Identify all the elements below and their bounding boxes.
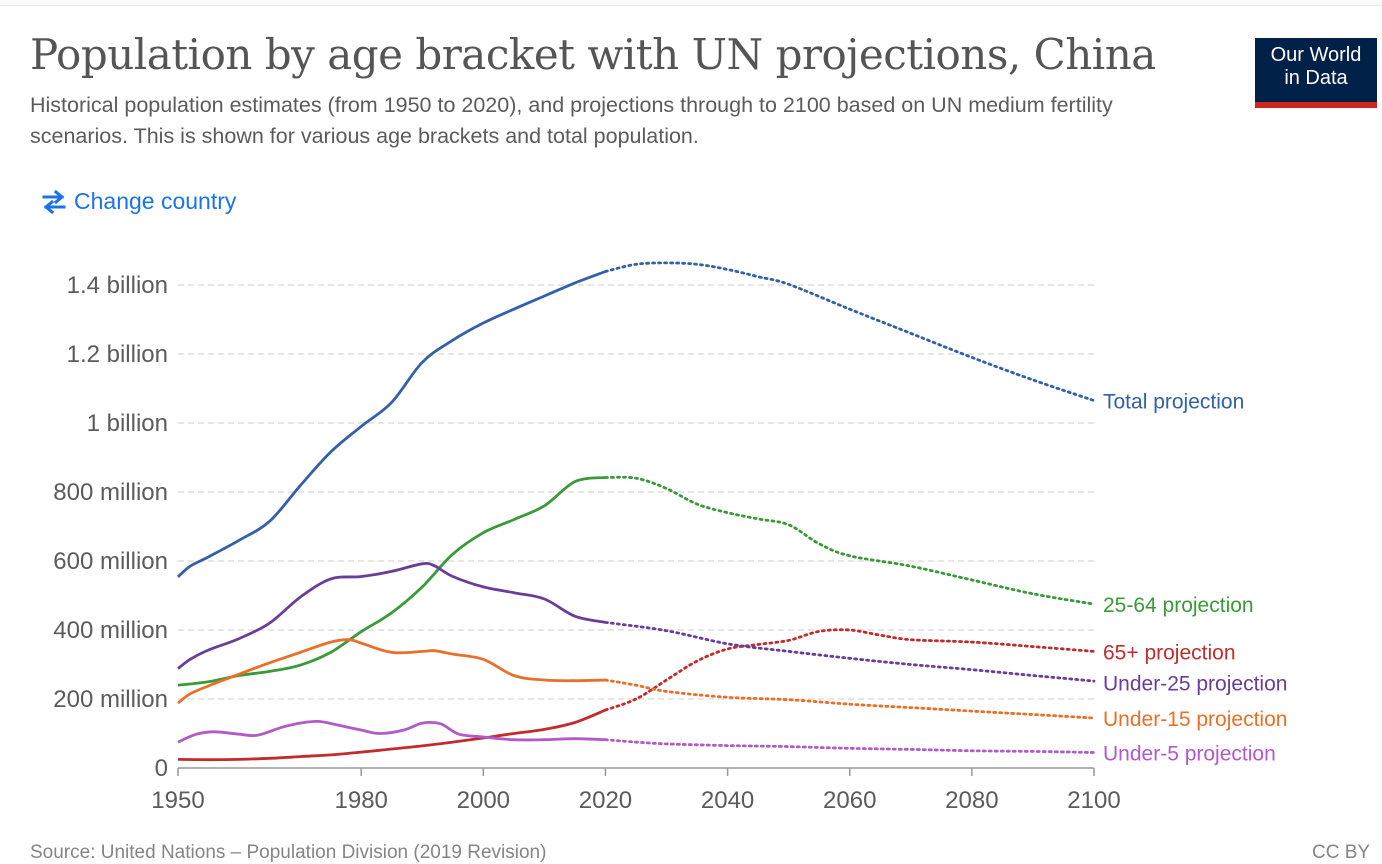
x-tick-label: 1980 xyxy=(335,787,388,814)
under-25-projection-projection-line[interactable] xyxy=(604,621,1096,683)
under-15-projection-historical-line[interactable] xyxy=(177,638,606,705)
y-tick-label: 1.4 billion xyxy=(67,272,168,299)
under-5-projection-label[interactable]: Under-5 projection xyxy=(1103,742,1276,765)
y-tick-label: 1.2 billion xyxy=(67,341,168,368)
change-country-button[interactable]: Change country xyxy=(40,188,236,215)
65-projection-label[interactable]: 65+ projection xyxy=(1103,641,1236,664)
license-note[interactable]: CC BY xyxy=(1312,842,1371,863)
65-projection-projection-line[interactable] xyxy=(604,628,1096,712)
y-tick-label: 400 million xyxy=(53,617,168,644)
change-country-label: Change country xyxy=(74,188,237,214)
x-tick-label: 2040 xyxy=(701,787,754,814)
y-tick-label: 1 billion xyxy=(87,410,168,437)
total-projection-historical-line[interactable] xyxy=(177,270,606,578)
logo-line-2: in Data xyxy=(1284,67,1348,89)
grid-layer xyxy=(178,284,1094,700)
logo-line-1: Our World xyxy=(1270,44,1362,66)
25-64-projection-historical-line[interactable] xyxy=(177,476,606,687)
series-layer xyxy=(177,261,1096,762)
x-tick-label: 2100 xyxy=(1067,787,1120,814)
x-tick-label: 1950 xyxy=(151,787,204,814)
x-tick-label: 2020 xyxy=(579,787,632,814)
y-tick-label: 0 xyxy=(155,755,168,782)
25-64-projection-projection-line[interactable] xyxy=(604,475,1096,606)
under-15-projection-label[interactable]: Under-15 projection xyxy=(1103,708,1287,731)
series-label-layer: Total projection 25-64 projection 65+ proj… xyxy=(1103,391,1287,766)
y-tick-label: 200 million xyxy=(53,686,168,713)
under-25-projection-historical-line[interactable] xyxy=(177,561,606,670)
owid-logo[interactable]: Our World in Data xyxy=(1255,38,1377,108)
under-25-projection-label[interactable]: Under-25 projection xyxy=(1103,672,1287,695)
chart-subtitle: Historical population estimates (from 19… xyxy=(30,93,1113,148)
swap-arrows-icon xyxy=(42,189,66,214)
logo-accent-bar xyxy=(1255,102,1377,108)
y-tick-label: 600 million xyxy=(53,548,168,575)
x-tick-label: 2080 xyxy=(945,787,998,814)
source-note[interactable]: Source: United Nations – Population Divi… xyxy=(30,842,547,863)
x-tick-label: 2060 xyxy=(823,787,876,814)
axis-layer: 0 200 million 400 million 600 million 800 mi… xyxy=(53,272,1120,814)
65-projection-historical-line[interactable] xyxy=(177,708,607,762)
under-5-projection-historical-line[interactable] xyxy=(177,719,606,744)
y-tick-label: 800 million xyxy=(53,479,168,506)
total-projection-label[interactable]: Total projection xyxy=(1103,391,1244,414)
chart-title: Population by age bracket with UN projec… xyxy=(30,30,1156,79)
total-projection-projection-line[interactable] xyxy=(604,261,1096,402)
top-border xyxy=(0,0,1382,6)
25-64-projection-label[interactable]: 25-64 projection xyxy=(1103,594,1254,617)
x-tick-label: 2000 xyxy=(457,787,510,814)
under-15-projection-projection-line[interactable] xyxy=(604,678,1096,720)
under-5-projection-projection-line[interactable] xyxy=(604,738,1096,754)
